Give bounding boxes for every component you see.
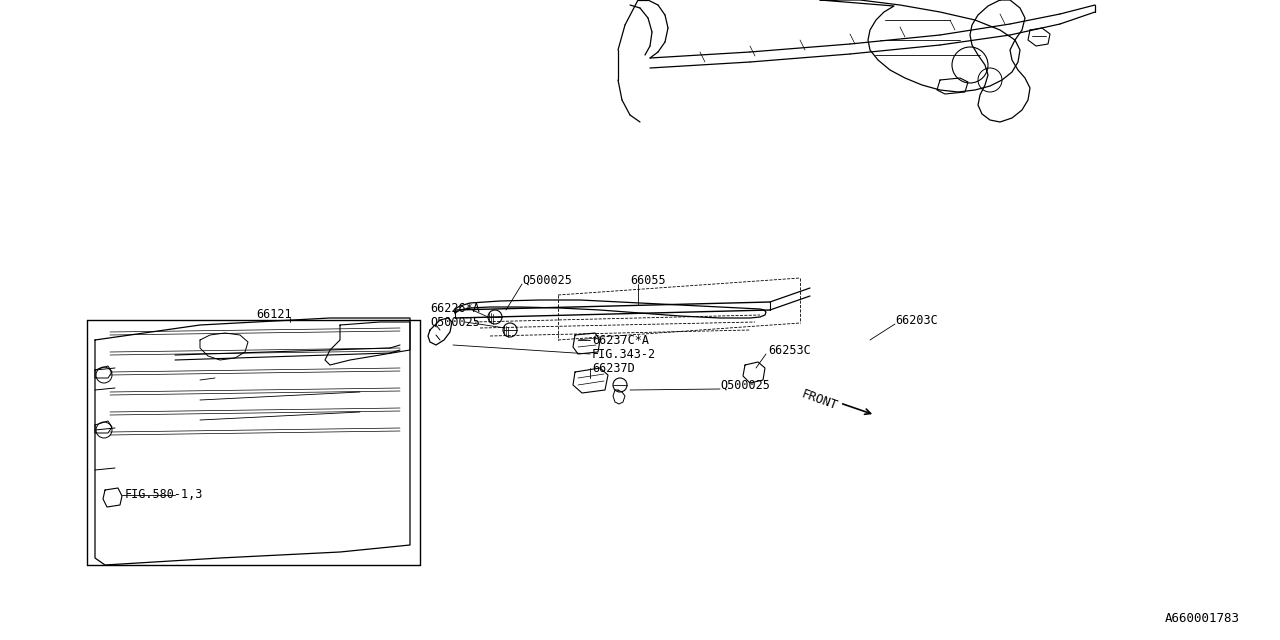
Text: 66253C: 66253C bbox=[768, 344, 810, 356]
Text: Q500025: Q500025 bbox=[430, 316, 480, 328]
Text: 66226*A: 66226*A bbox=[430, 301, 480, 314]
Text: FRONT: FRONT bbox=[800, 387, 840, 413]
Text: 66203C: 66203C bbox=[895, 314, 938, 326]
Text: 66237C*A: 66237C*A bbox=[591, 333, 649, 346]
Text: 66121: 66121 bbox=[256, 308, 292, 321]
Text: FIG.343-2: FIG.343-2 bbox=[591, 348, 657, 360]
Text: A660001783: A660001783 bbox=[1165, 612, 1240, 625]
Text: 66055: 66055 bbox=[630, 273, 666, 287]
Text: Q500025: Q500025 bbox=[719, 378, 769, 392]
Text: 66237D: 66237D bbox=[591, 362, 635, 374]
Text: FIG.580-1,3: FIG.580-1,3 bbox=[125, 488, 204, 502]
Text: Q500025: Q500025 bbox=[522, 273, 572, 287]
